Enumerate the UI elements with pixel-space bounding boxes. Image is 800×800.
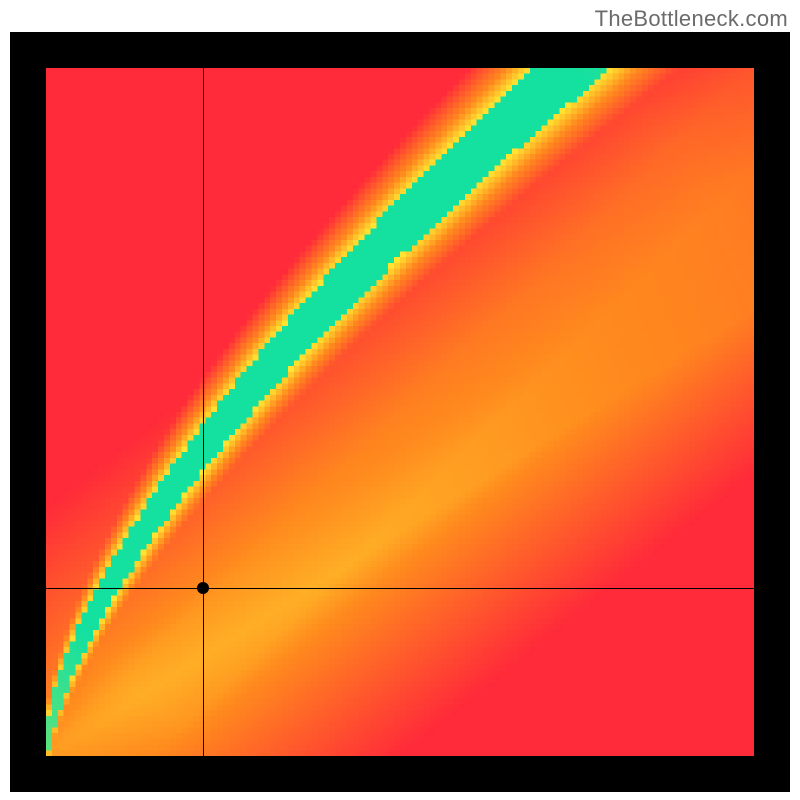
crosshair-horizontal — [46, 588, 754, 589]
crosshair-vertical — [203, 68, 204, 756]
root: TheBottleneck.com — [0, 0, 800, 800]
plot-frame — [10, 32, 790, 792]
bottleneck-heatmap — [46, 68, 754, 756]
attribution-text: TheBottleneck.com — [595, 6, 788, 32]
plot-inner — [46, 68, 754, 756]
selection-marker[interactable] — [197, 582, 209, 594]
